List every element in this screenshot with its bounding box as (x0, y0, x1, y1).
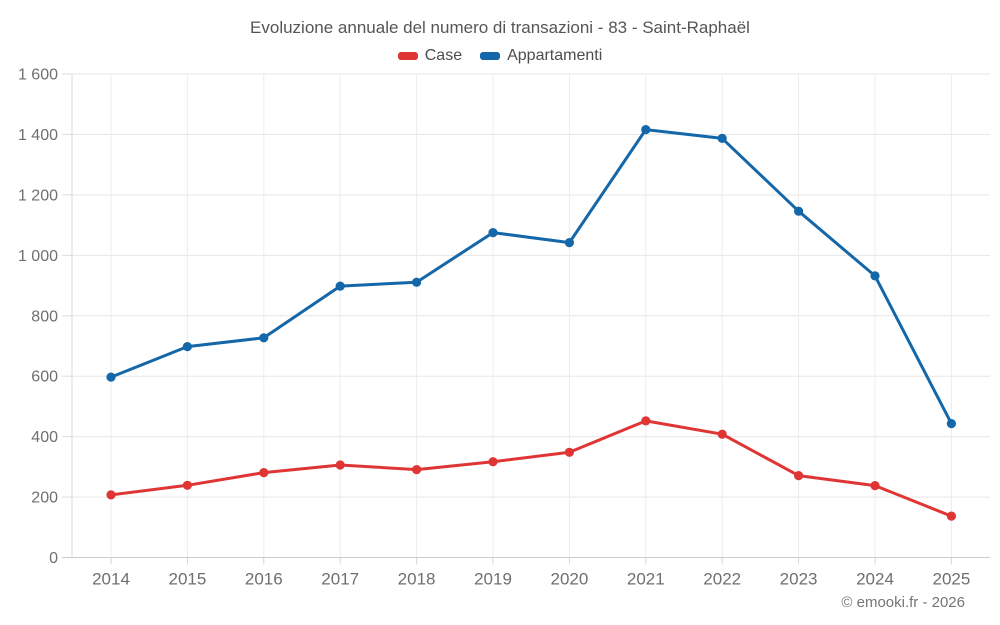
data-point-case-2021[interactable] (641, 416, 651, 426)
chart-title: Evoluzione annuale del numero di transaz… (250, 18, 750, 37)
data-point-appartamenti-2023[interactable] (794, 206, 804, 216)
y-axis-label: 0 (49, 550, 58, 567)
legend-label-case: Case (424, 47, 463, 64)
y-axis-label: 1 200 (18, 187, 58, 204)
data-point-appartamenti-2019[interactable] (488, 228, 498, 238)
series-line-appartamenti (109, 128, 953, 426)
data-point-appartamenti-2016[interactable] (259, 333, 269, 343)
x-axis-label: 2014 (92, 570, 130, 589)
data-point-case-2023[interactable] (794, 471, 804, 481)
x-axis-label: 2019 (474, 570, 512, 589)
x-axis-label: 2023 (780, 570, 818, 589)
legend-marker-appartamenti (480, 52, 501, 60)
data-point-appartamenti-2017[interactable] (335, 281, 345, 291)
data-point-appartamenti-2014[interactable] (106, 372, 116, 382)
x-axis-label: 2018 (398, 570, 436, 589)
y-axis-label: 200 (31, 490, 58, 507)
data-point-case-2019[interactable] (488, 457, 498, 467)
x-axis-label: 2024 (856, 570, 894, 589)
legend-item-case[interactable]: Case (397, 47, 463, 65)
data-point-case-2020[interactable] (564, 447, 575, 457)
x-axis-label: 2020 (550, 570, 588, 589)
x-axis-label: 2025 (932, 570, 970, 589)
data-point-appartamenti-2020[interactable] (564, 238, 575, 248)
legend-label-appartamenti: Appartamenti (507, 47, 603, 64)
data-point-appartamenti-2022[interactable] (717, 133, 727, 143)
data-point-case-2014[interactable] (106, 490, 116, 500)
y-axis-label: 800 (31, 308, 58, 325)
legend-marker-case (397, 52, 418, 60)
data-point-appartamenti-2021[interactable] (641, 125, 651, 135)
series-line-case (109, 419, 953, 518)
y-axis-label: 1 400 (18, 127, 58, 144)
legend: Case Appartamenti (0, 47, 1000, 65)
data-point-appartamenti-2018[interactable] (412, 277, 422, 287)
data-point-case-2024[interactable] (870, 481, 880, 491)
data-point-case-2017[interactable] (335, 460, 345, 470)
y-axis-label: 400 (31, 429, 58, 446)
copyright: © emooki.fr - 2026 (841, 594, 965, 611)
data-point-appartamenti-2024[interactable] (870, 271, 880, 281)
data-point-case-2022[interactable] (717, 429, 727, 439)
data-point-appartamenti-2025[interactable] (946, 419, 957, 429)
legend-item-appartamenti[interactable]: Appartamenti (480, 47, 602, 65)
data-point-case-2016[interactable] (259, 468, 269, 478)
x-axis-label: 2022 (703, 570, 741, 589)
x-axis-label: 2015 (168, 570, 206, 589)
data-point-case-2018[interactable] (412, 465, 422, 475)
data-point-case-2025[interactable] (946, 511, 957, 521)
x-axis-label: 2021 (627, 570, 665, 589)
x-axis-label: 2016 (245, 570, 283, 589)
x-axis-label: 2017 (321, 570, 359, 589)
y-axis-label: 600 (31, 369, 58, 386)
y-axis-label: 1 600 (18, 67, 58, 84)
data-point-case-2015[interactable] (182, 480, 192, 490)
data-point-appartamenti-2015[interactable] (182, 342, 192, 352)
y-axis-label: 1 000 (18, 248, 58, 265)
